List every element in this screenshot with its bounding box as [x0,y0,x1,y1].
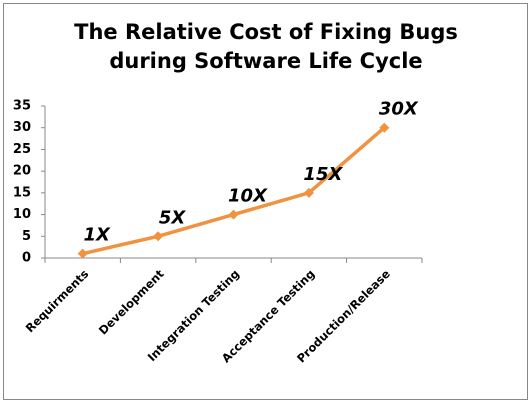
data-label: 30X [379,99,419,120]
y-tick-label: 35 [13,99,31,114]
y-tick-label: 10 [13,207,31,222]
y-tick-label: 25 [13,142,31,157]
y-tick-label: 5 [22,229,31,244]
marker [228,209,239,220]
marker [153,231,164,242]
chart-frame [3,3,528,400]
marker [303,187,314,198]
y-tick-label: 30 [13,120,31,135]
data-label: 10X [228,186,268,207]
y-tick-label: 0 [22,251,31,266]
marker [379,122,390,133]
y-tick-label: 15 [13,185,31,200]
chart-title: The Relative Cost of Fixing Bugs [74,20,458,44]
data-label: 1X [83,225,111,246]
data-label: 5X [159,207,187,228]
y-tick-label: 20 [13,164,31,179]
chart-title: during Software Life Cycle [109,49,422,73]
data-label: 15X [303,164,343,185]
marker [77,248,88,259]
